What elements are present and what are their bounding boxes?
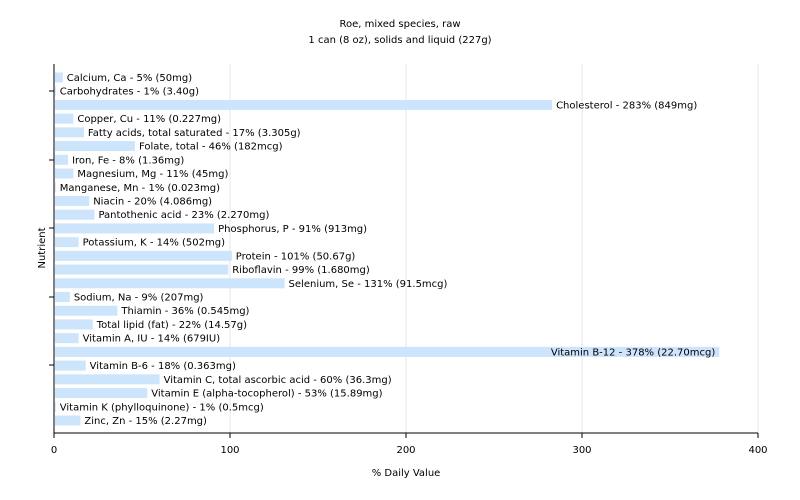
bar-labels: Calcium, Ca - 5% (50mg) Carbohydrates - 1… [60, 73, 716, 427]
bar [55, 401, 56, 412]
bar [55, 346, 720, 357]
bar [55, 360, 86, 371]
x-axis-label: % Daily Value [372, 468, 441, 479]
bar-label: Vitamin E (alpha-tocopherol) - 53% (15.8… [151, 389, 382, 400]
bar [55, 292, 70, 303]
bar-label: Riboflavin - 99% (1.680mg) [232, 265, 370, 276]
bar-label: Vitamin A, IU - 14% (679IU) [83, 334, 221, 345]
bar-label: Sodium, Na - 9% (207mg) [74, 293, 204, 304]
bar [55, 127, 84, 138]
bar-label: Vitamin K (phylloquinone) - 1% (0.5mcg) [60, 402, 264, 413]
bar-label: Carbohydrates - 1% (3.40g) [60, 87, 199, 98]
bar-label: Iron, Fe - 8% (1.36mg) [72, 155, 184, 166]
bar-label: Magnesium, Mg - 11% (45mg) [77, 169, 228, 180]
bar [55, 168, 74, 179]
x-tick-label: 300 [572, 445, 591, 456]
bar-label: Cholesterol - 283% (849mg) [556, 100, 697, 111]
bar [55, 250, 232, 261]
bar-label: Potassium, K - 14% (502mg) [83, 238, 225, 249]
bar-label: Copper, Cu - 11% (0.227mg) [77, 114, 221, 125]
x-tick-label: 400 [748, 445, 767, 456]
bar [55, 374, 160, 385]
bar-label: Manganese, Mn - 1% (0.023mg) [60, 183, 220, 194]
bar [55, 223, 215, 234]
bar-label: Vitamin B-6 - 18% (0.363mg) [90, 361, 236, 372]
x-tick-label: 200 [396, 445, 415, 456]
bar-label: Protein - 101% (50.67g) [236, 251, 356, 262]
bar-label: Thiamin - 36% (0.545mg) [120, 306, 249, 317]
bar-label: Folate, total - 46% (182mcg) [139, 142, 283, 153]
bar-label: Pantothenic acid - 23% (2.270mg) [98, 210, 269, 221]
bar [55, 237, 79, 248]
bars [55, 72, 720, 426]
chart-subtitle: 1 can (8 oz), solids and liquid (227g) [308, 35, 491, 46]
bar-label: Total lipid (fat) - 22% (14.57g) [96, 320, 247, 331]
chart-title: Roe, mixed species, raw [339, 19, 460, 30]
y-axis-label: Nutrient [37, 227, 48, 268]
x-tick-label: 100 [220, 445, 239, 456]
bar [55, 333, 79, 344]
bar [55, 86, 56, 97]
bar [55, 195, 90, 206]
bar-label: Fatty acids, total saturated - 17% (3.30… [88, 128, 301, 139]
bar [55, 388, 148, 399]
gridlines [229, 64, 759, 433]
bar [55, 319, 93, 330]
bar [55, 154, 69, 165]
bar-label: Vitamin C, total ascorbic acid - 60% (36… [164, 375, 392, 386]
bar-label: Calcium, Ca - 5% (50mg) [67, 73, 192, 84]
bar [55, 182, 56, 193]
bar [55, 99, 553, 110]
bar [55, 72, 63, 83]
bar [55, 278, 285, 289]
bar [55, 141, 135, 152]
axes: 0 100 200 300 400 [49, 64, 768, 456]
bar-label: Selenium, Se - 131% (91.5mcg) [289, 279, 448, 290]
bar [55, 305, 118, 316]
bar-label: Vitamin B-12 - 378% (22.70mcg) [551, 347, 716, 358]
x-tick-label: 0 [51, 445, 57, 456]
bar-label: Niacin - 20% (4.086mg) [93, 196, 212, 207]
bar [55, 113, 74, 124]
bar [55, 264, 229, 275]
bar [55, 415, 81, 426]
bar [55, 209, 95, 220]
bar-label: Phosphorus, P - 91% (913mg) [218, 224, 367, 235]
bar-label: Zinc, Zn - 15% (2.27mg) [84, 416, 207, 427]
